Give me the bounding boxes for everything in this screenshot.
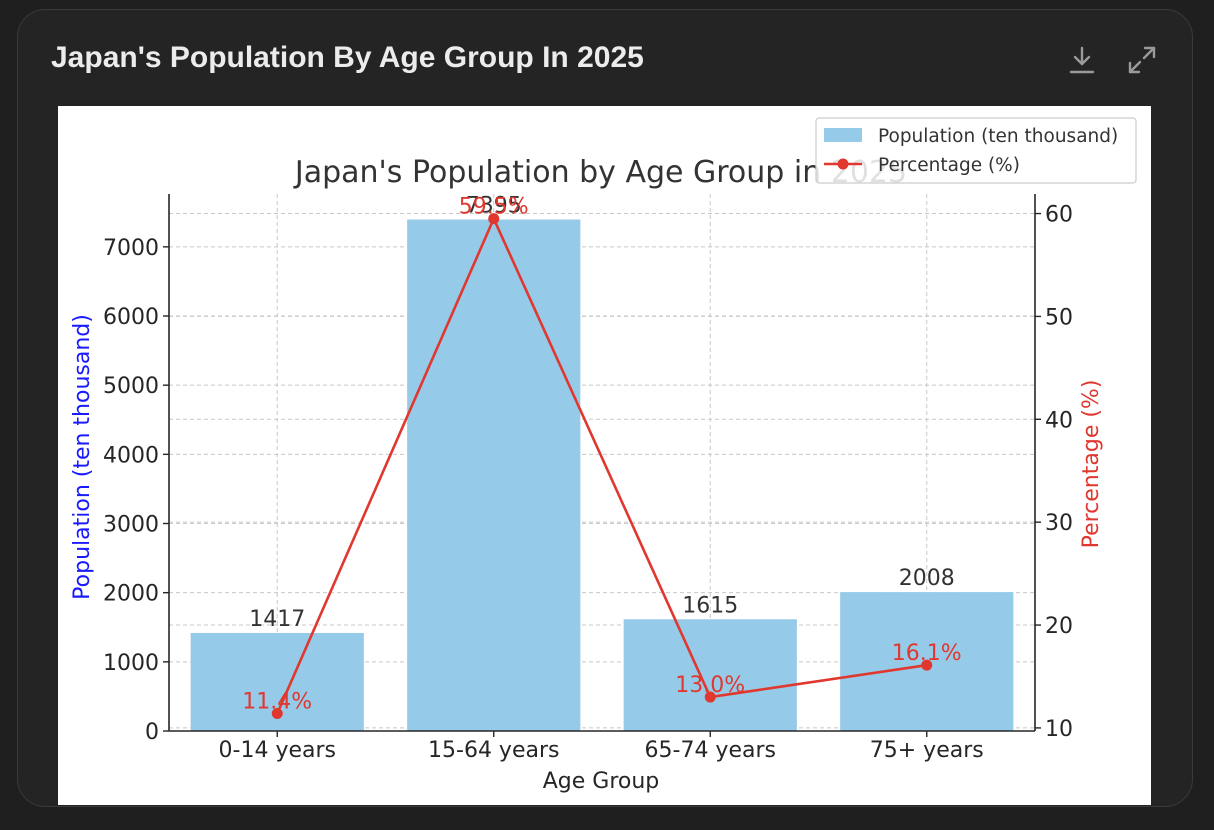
chart-image: 0 1000 2000 3000 4000 5000 6000 7000 10 20 30 40 50 6… (58, 106, 1151, 805)
x-tick-label: 15-64 years (428, 738, 559, 763)
percentage-point (921, 659, 933, 671)
legend-line-marker (837, 158, 849, 170)
bar-value-label: 2008 (899, 566, 955, 591)
y2-tick-label: 60 (1045, 203, 1073, 228)
bar-value-label: 1417 (249, 607, 305, 632)
y2-axis-label: Percentage (%) (1079, 380, 1104, 549)
chart-title: Japan's Population by Age Group in 2025 (293, 155, 907, 190)
y-tick-label: 0 (145, 720, 159, 745)
percentage-point (271, 708, 283, 720)
percentage-label: 13.0% (675, 673, 745, 698)
y-tick-label: 4000 (103, 443, 159, 468)
y-tick-label: 6000 (103, 305, 159, 330)
y-tick-label: 2000 (103, 582, 159, 607)
percentage-label: 59.5% (459, 195, 529, 220)
legend-bar-swatch (824, 128, 862, 142)
percentage-label: 11.4% (242, 690, 312, 715)
y-axis-label: Population (ten thousand) (70, 314, 95, 600)
axes: 0 1000 2000 3000 4000 5000 6000 7000 10 20 30 40 50 6… (103, 194, 1073, 763)
expand-icon[interactable] (1124, 42, 1160, 78)
y-tick-label: 1000 (103, 651, 159, 676)
legend: Population (ten thousand) Percentage (%) (815, 117, 1137, 184)
y2-tick-label: 50 (1045, 305, 1073, 330)
legend-percentage-label: Percentage (%) (878, 155, 1020, 176)
percentage-point (488, 213, 500, 225)
y2-tick-label: 30 (1045, 511, 1073, 536)
bar-value-label: 1615 (682, 593, 738, 618)
percentage-point (704, 691, 716, 703)
legend-box (815, 117, 1137, 184)
percentage-series-line (276, 215, 927, 715)
x-tick-label: 0-14 years (219, 738, 336, 763)
chart-svg: 0 1000 2000 3000 4000 5000 6000 7000 10 20 30 40 50 6… (70, 117, 1137, 794)
percentage-line: 11.4% 59.5% 13.0% 16.1% (242, 195, 962, 720)
y2-tick-label: 20 (1045, 614, 1073, 639)
card-title: Japan's Population By Age Group In 2025 (51, 41, 644, 74)
bar-65-74-years (623, 619, 797, 731)
y2-tick-label: 10 (1045, 717, 1073, 742)
download-icon[interactable] (1064, 42, 1100, 78)
x-axis-label: Age Group (543, 769, 660, 794)
y-tick-label: 3000 (103, 513, 159, 538)
legend-population-label: Population (ten thousand) (878, 126, 1118, 147)
y2-tick-label: 40 (1045, 408, 1073, 433)
y-tick-label: 7000 (103, 236, 159, 261)
y-tick-label: 5000 (103, 374, 159, 399)
percentage-label: 16.1% (892, 641, 962, 666)
x-tick-label: 65-74 years (645, 738, 776, 763)
x-tick-label: 75+ years (870, 738, 984, 763)
bars (190, 219, 1014, 731)
bar-15-64-years (407, 219, 581, 731)
